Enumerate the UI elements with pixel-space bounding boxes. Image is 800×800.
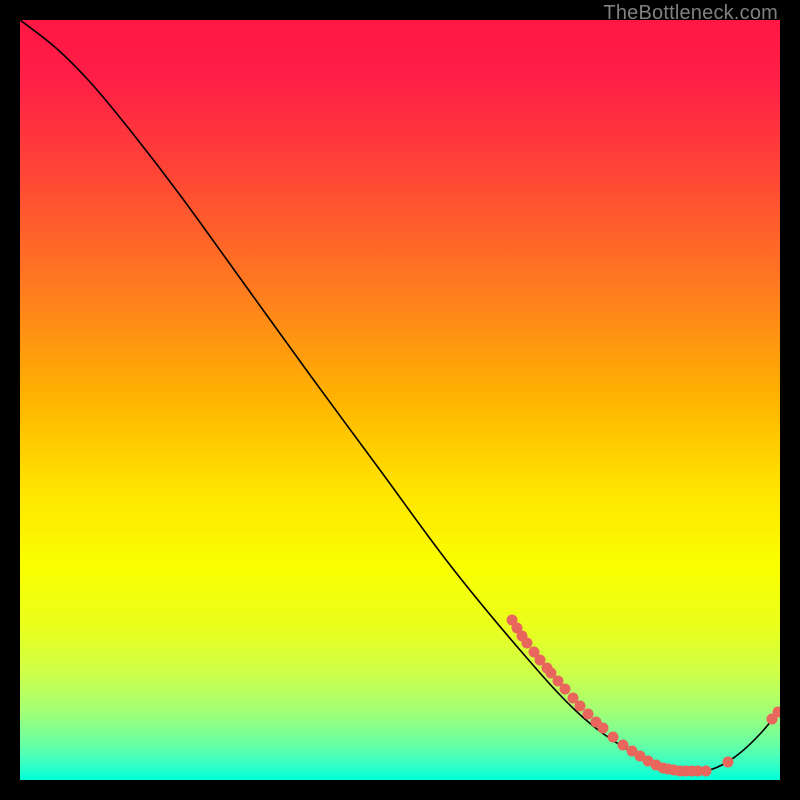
plot-area [20,20,780,780]
data-marker [522,638,533,649]
data-marker [583,709,594,720]
data-marker [608,732,619,743]
data-marker [598,723,609,734]
chart-container: TheBottleneck.com [0,0,800,800]
data-marker [560,684,571,695]
data-marker [701,766,712,777]
data-marker [723,757,734,768]
data-marker [618,740,629,751]
data-marker [575,701,586,712]
chart-svg [20,20,780,780]
